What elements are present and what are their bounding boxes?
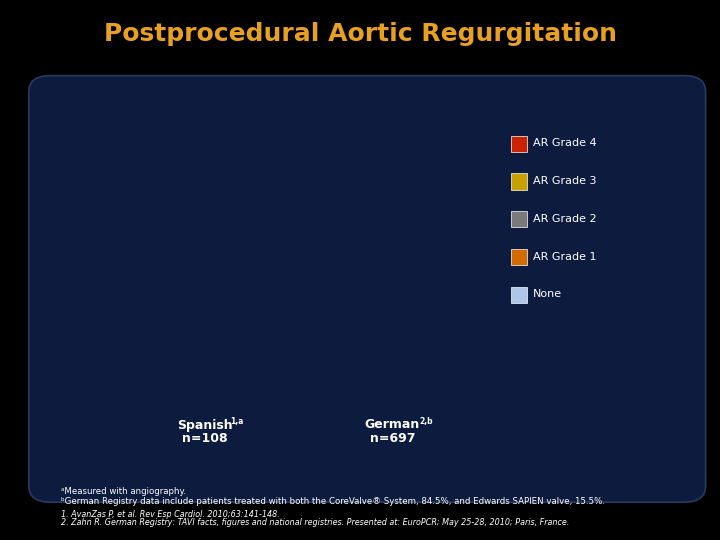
- Bar: [355, 114, 430, 159]
- Text: AR Grade 4: AR Grade 4: [533, 138, 596, 148]
- Text: 2. Zahn R. German Registry: TAVI facts, figures and national registries. Present: 2. Zahn R. German Registry: TAVI facts, …: [61, 518, 570, 528]
- Text: 24.1: 24.1: [189, 143, 221, 156]
- Bar: [168, 113, 243, 184]
- Text: n=697: n=697: [369, 432, 415, 445]
- Text: 1,a: 1,a: [230, 417, 244, 426]
- Text: 2,b: 2,b: [420, 417, 433, 426]
- Text: AR Grade 3: AR Grade 3: [533, 176, 596, 186]
- Text: n=108: n=108: [182, 432, 228, 445]
- Text: Postprocedural Aortic Regurgitation: Postprocedural Aortic Regurgitation: [104, 22, 616, 45]
- Text: AR Grade 1: AR Grade 1: [533, 252, 596, 261]
- Bar: [168, 108, 243, 113]
- Text: Spanish: Spanish: [177, 418, 233, 431]
- Text: 46.3: 46.3: [190, 245, 220, 258]
- Text: 1. AvanZas P, et al. Rev Esp Cardiol. 2010;63:141-148.: 1. AvanZas P, et al. Rev Esp Cardiol. 20…: [61, 510, 280, 519]
- Text: 55.3: 55.3: [377, 233, 408, 246]
- Text: AR Grade 2: AR Grade 2: [533, 214, 596, 224]
- Y-axis label: Patients, %: Patients, %: [71, 219, 84, 289]
- Text: ᵇGerman Registry data include patients treated with both the CoreValve® System, : ᵇGerman Registry data include patients t…: [61, 497, 606, 506]
- Text: 27.8: 27.8: [190, 353, 220, 366]
- Bar: [168, 184, 243, 319]
- Text: 15.5: 15.5: [377, 132, 408, 146]
- Text: German: German: [365, 418, 420, 431]
- Bar: [355, 321, 430, 400]
- Bar: [355, 110, 430, 114]
- Text: 27.1: 27.1: [377, 354, 408, 367]
- Text: ᵃMeasured with angiography.: ᵃMeasured with angiography.: [61, 487, 186, 496]
- Text: None: None: [533, 289, 562, 299]
- Bar: [168, 319, 243, 400]
- Bar: [355, 159, 430, 321]
- Bar: [355, 108, 430, 110]
